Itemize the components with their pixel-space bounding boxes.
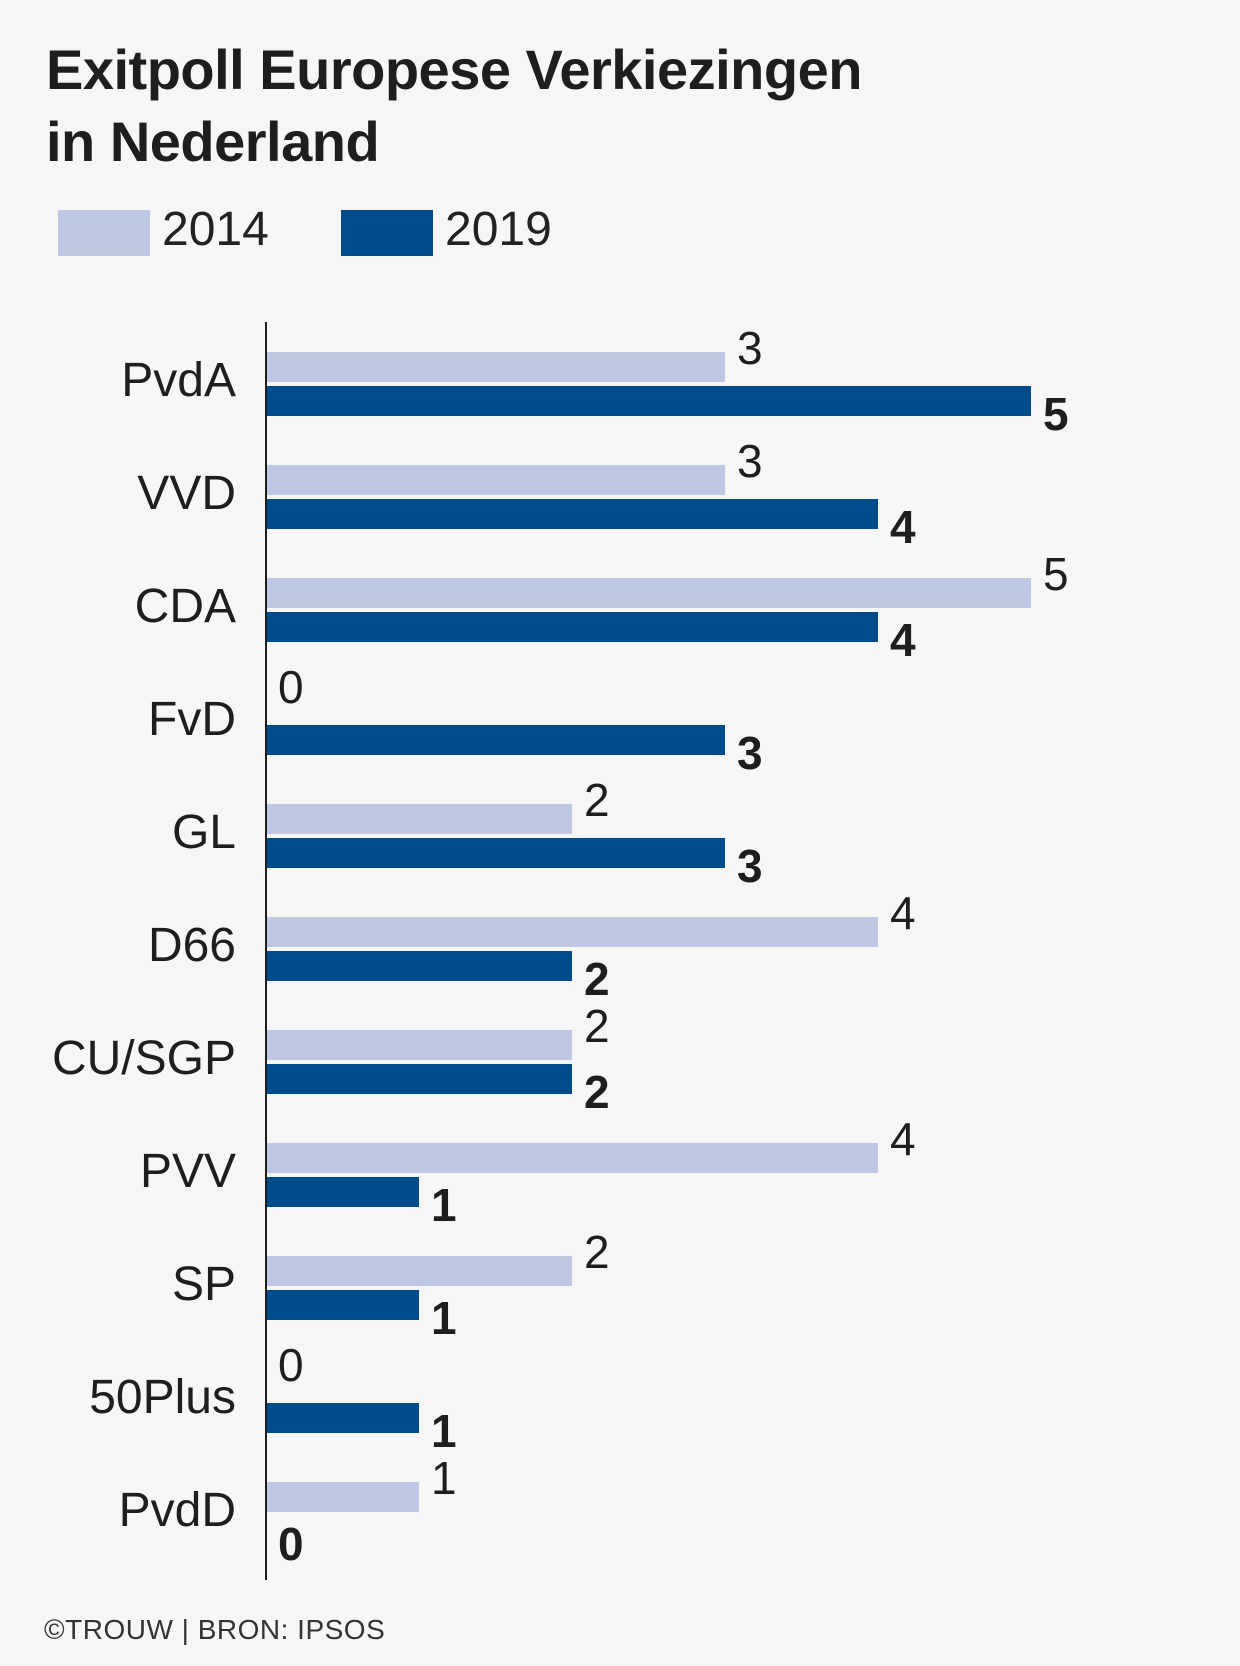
legend-swatch-2014 [58, 210, 150, 256]
category-label-gl: GL [172, 806, 236, 859]
value-label-2014-d66: 4 [890, 887, 916, 939]
bar-2019-fvd [266, 725, 725, 755]
category-label-pvv: PVV [140, 1145, 236, 1198]
bar-2019-50plus [266, 1403, 419, 1433]
chart-title-line-2: in Nederland [46, 110, 380, 173]
bar-2014-d66 [266, 917, 878, 947]
value-label-2019-cda: 4 [890, 614, 916, 666]
value-label-2019-pvda: 5 [1043, 388, 1069, 440]
value-label-2014-fvd: 0 [278, 661, 304, 713]
value-label-2019-d66: 2 [584, 953, 610, 1005]
bar-2019-d66 [266, 951, 572, 981]
bar-2019-cu-sgp [266, 1064, 572, 1094]
legend-swatch-2019 [341, 210, 433, 256]
category-label-fvd: FvD [148, 693, 236, 746]
category-label-pvda: PvdA [121, 354, 236, 407]
bar-2019-sp [266, 1290, 419, 1320]
value-label-2019-pvv: 1 [431, 1179, 457, 1231]
value-label-2019-gl: 3 [737, 840, 763, 892]
bar-2019-cda [266, 612, 878, 642]
category-label-cu-sgp: CU/SGP [52, 1032, 236, 1085]
category-label-cda: CDA [135, 580, 236, 633]
bar-2014-cu-sgp [266, 1030, 572, 1060]
value-label-2019-50plus: 1 [431, 1405, 457, 1457]
category-label-vvd: VVD [137, 467, 236, 520]
value-label-2019-sp: 1 [431, 1292, 457, 1344]
chart-title-line-1: Exitpoll Europese Verkiezingen [46, 38, 862, 101]
value-label-2014-50plus: 0 [278, 1339, 304, 1391]
value-label-2014-vvd: 3 [737, 435, 763, 487]
value-label-2019-pvdd: 0 [278, 1518, 304, 1570]
chart-title: Exitpoll Europese Verkiezingen in Nederl… [46, 34, 1146, 178]
value-label-2019-vvd: 4 [890, 501, 916, 553]
bar-2019-pvda [266, 386, 1031, 416]
bar-2019-pvv [266, 1177, 419, 1207]
bar-2019-vvd [266, 499, 878, 529]
value-label-2019-cu-sgp: 2 [584, 1066, 610, 1118]
category-label-50plus: 50Plus [89, 1371, 236, 1424]
legend-label-2014: 2014 [162, 203, 269, 256]
bar-chart: PvdA35VVD34CDA54FvD03GL23D6642CU/SGP22PV… [52, 322, 1069, 1580]
legend-label-2019: 2019 [445, 203, 552, 256]
value-label-2014-cda: 5 [1043, 548, 1069, 600]
value-label-2014-pvdd: 1 [431, 1452, 457, 1504]
category-label-pvdd: PvdD [119, 1484, 236, 1537]
value-label-2014-pvda: 3 [737, 322, 763, 374]
bar-2014-pvda [266, 352, 725, 382]
category-label-sp: SP [172, 1258, 236, 1311]
bar-2019-gl [266, 838, 725, 868]
value-label-2019-fvd: 3 [737, 727, 763, 779]
bar-2014-vvd [266, 465, 725, 495]
value-label-2014-sp: 2 [584, 1226, 610, 1278]
source-credit: ©TROUW | BRON: IPSOS [44, 1614, 386, 1645]
value-label-2014-gl: 2 [584, 774, 610, 826]
bar-2014-sp [266, 1256, 572, 1286]
bar-2014-gl [266, 804, 572, 834]
bar-2014-pvv [266, 1143, 878, 1173]
category-label-d66: D66 [148, 919, 236, 972]
value-label-2014-pvv: 4 [890, 1113, 916, 1165]
bar-2014-pvdd [266, 1482, 419, 1512]
value-label-2014-cu-sgp: 2 [584, 1000, 610, 1052]
bar-2014-cda [266, 578, 1031, 608]
